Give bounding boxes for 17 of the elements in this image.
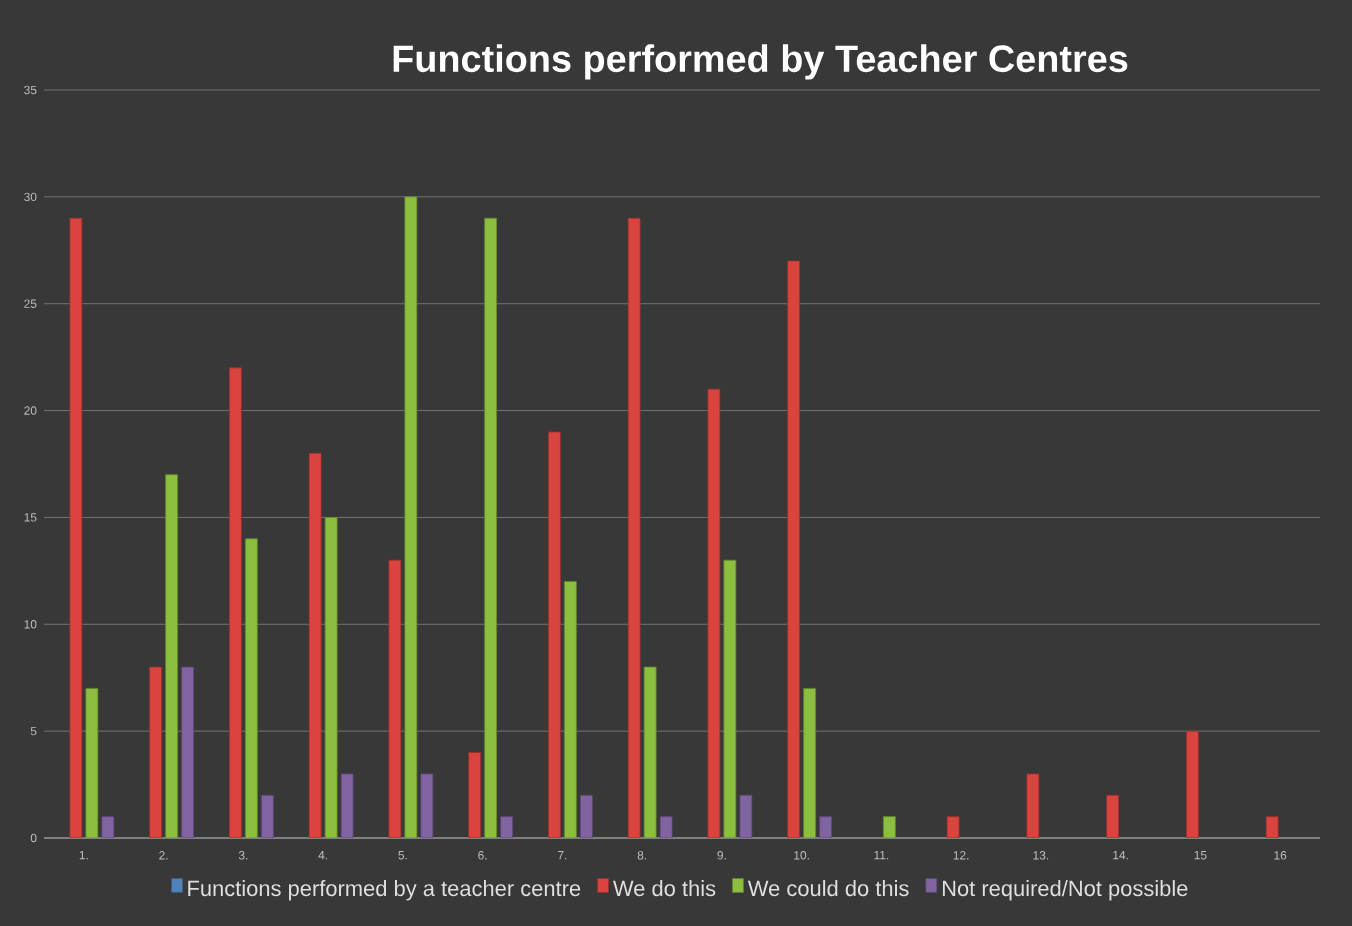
bar <box>244 538 258 838</box>
bar <box>149 666 163 838</box>
bar <box>787 260 801 838</box>
chart-title: Functions performed by Teacher Centres <box>393 44 1128 80</box>
bar <box>228 367 242 838</box>
bar <box>468 752 482 838</box>
bar <box>181 666 195 838</box>
bar <box>1185 730 1199 838</box>
legend-label: We could do this <box>747 880 909 897</box>
bar <box>803 688 817 838</box>
bar <box>563 581 577 838</box>
bar <box>547 431 561 838</box>
legend-label: Not required/Not possible <box>942 880 1188 901</box>
bar <box>165 474 179 838</box>
legend-label: We do this <box>613 880 716 897</box>
legend-label: Functions performed by a teacher centre <box>188 880 581 901</box>
bar <box>484 217 498 838</box>
